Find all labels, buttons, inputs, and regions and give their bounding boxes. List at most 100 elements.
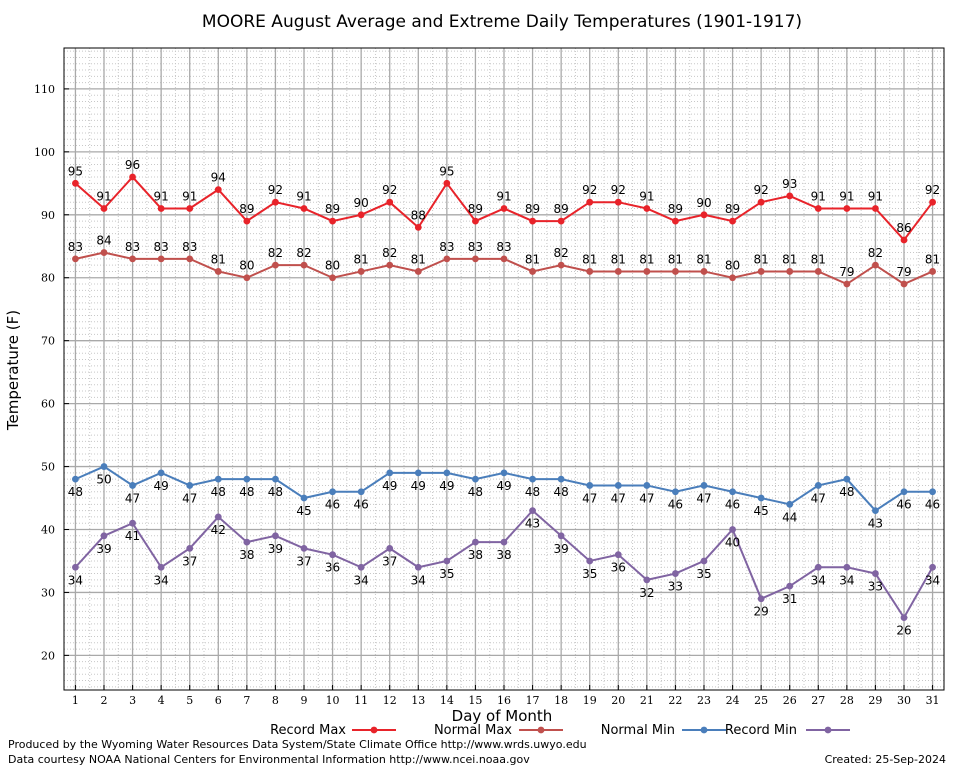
data-label: 83	[496, 240, 511, 254]
data-label: 47	[696, 491, 711, 505]
x-tick-label: 28	[840, 694, 854, 707]
data-label: 83	[125, 240, 140, 254]
data-label: 79	[896, 265, 911, 279]
y-tick-label: 50	[41, 461, 55, 474]
legend-label: Record Max	[270, 723, 346, 738]
series-normal-max: 83 84 83 83 83 81 80 82 82 80 81 82 81 83 83 83 81 82 81 81…	[68, 234, 940, 288]
footer-data-courtesy: Data courtesy NOAA National Centers for …	[8, 753, 530, 766]
footer-created-date: Created: 25-Sep-2024	[825, 753, 946, 766]
data-label: 81	[782, 252, 797, 266]
data-label: 47	[611, 491, 626, 505]
data-label: 81	[354, 252, 369, 266]
data-label: 95	[439, 164, 454, 178]
data-point	[643, 268, 651, 275]
data-point	[700, 211, 708, 219]
legend-marker	[537, 726, 545, 734]
data-label: 83	[68, 240, 83, 254]
data-label: 46	[668, 498, 683, 512]
data-point	[129, 255, 136, 263]
data-point	[729, 217, 736, 225]
data-point	[700, 482, 708, 489]
data-label: 91	[639, 190, 654, 204]
data-point	[386, 469, 394, 477]
data-label: 81	[811, 252, 826, 266]
data-label: 88	[411, 208, 426, 222]
x-tick-label: 8	[272, 694, 279, 707]
data-point	[557, 475, 565, 483]
data-point	[300, 544, 308, 552]
data-point	[357, 211, 365, 219]
data-point	[414, 563, 422, 571]
data-label: 82	[382, 246, 397, 260]
data-label: 92	[582, 183, 597, 197]
data-point	[243, 538, 251, 546]
data-label: 34	[411, 573, 426, 587]
data-label: 45	[754, 504, 769, 518]
data-point	[329, 217, 336, 225]
data-point	[786, 582, 794, 590]
data-label: 81	[211, 252, 226, 266]
data-point	[300, 205, 308, 212]
y-tick-label: 100	[34, 146, 55, 159]
data-label: 81	[582, 252, 597, 266]
data-point	[843, 205, 851, 212]
data-label: 81	[525, 252, 540, 266]
data-point	[472, 255, 479, 263]
data-label: 92	[382, 183, 397, 197]
data-point	[100, 249, 108, 256]
data-label: 91	[296, 190, 311, 204]
data-point	[300, 494, 308, 502]
data-label: 91	[868, 190, 883, 204]
data-point	[386, 544, 394, 552]
data-point	[672, 570, 679, 577]
data-point	[443, 255, 451, 263]
x-tick-label: 9	[301, 694, 308, 707]
data-label: 36	[325, 561, 340, 575]
data-label: 48	[239, 485, 254, 499]
data-label: 95	[68, 164, 83, 178]
data-point	[872, 261, 879, 269]
data-point	[443, 469, 451, 477]
data-label: 91	[96, 190, 111, 204]
data-label: 45	[296, 504, 311, 518]
legend-marker	[700, 726, 708, 734]
data-label: 79	[839, 265, 854, 279]
data-label: 46	[325, 498, 340, 512]
x-tick-label: 12	[383, 694, 397, 707]
data-label: 43	[525, 517, 540, 531]
data-point	[672, 268, 679, 275]
data-point	[586, 557, 594, 565]
data-label: 38	[239, 548, 254, 562]
data-label: 47	[182, 491, 197, 505]
data-label: 82	[868, 246, 883, 260]
data-point	[414, 223, 422, 231]
x-tick-label: 13	[411, 694, 425, 707]
data-label: 81	[696, 252, 711, 266]
data-point	[329, 274, 336, 282]
data-label: 33	[668, 580, 683, 594]
data-label: 96	[125, 158, 140, 172]
data-point	[243, 475, 251, 483]
data-point	[500, 205, 508, 212]
data-point	[443, 557, 451, 565]
legend-item: Normal Max	[434, 723, 563, 738]
data-point	[329, 551, 336, 559]
legend-label: Record Min	[725, 723, 797, 738]
data-label: 47	[639, 491, 654, 505]
data-point	[129, 173, 136, 181]
data-label: 34	[925, 573, 940, 587]
data-point	[643, 576, 651, 584]
data-point	[157, 563, 165, 571]
data-label: 35	[696, 567, 711, 581]
data-point	[586, 482, 594, 489]
data-point	[500, 469, 508, 477]
x-tick-label: 11	[354, 694, 368, 707]
x-tick-label: 21	[640, 694, 654, 707]
data-point	[472, 475, 479, 483]
data-point	[100, 463, 108, 470]
data-point	[900, 488, 908, 496]
data-point	[757, 198, 765, 206]
data-label: 89	[239, 202, 254, 216]
data-point	[872, 205, 879, 212]
data-label: 86	[896, 221, 911, 235]
